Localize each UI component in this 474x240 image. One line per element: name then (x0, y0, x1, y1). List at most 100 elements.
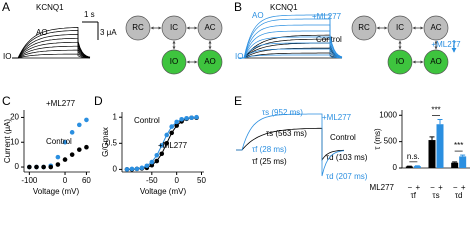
state-diagram: RC IC AC IO AO (351, 15, 457, 75)
state-label: IC (396, 23, 404, 32)
x-tick-label: τs (432, 191, 439, 199)
x-tick-label: 0 (63, 176, 68, 185)
annotation: τs (563 ms) (266, 129, 307, 138)
x-tick-label: 50 (197, 176, 206, 185)
data-point (174, 119, 179, 125)
state-node (351, 15, 377, 41)
y-tick-label: 0.5 (106, 138, 118, 147)
annotation: +ML277 (322, 113, 352, 122)
x-tick-label: τf (411, 191, 417, 199)
diagram-note: +ML277 (431, 40, 461, 49)
trace-label: +ML277 (312, 12, 342, 21)
current-trace (12, 27, 91, 59)
y-tick-label: 500 (384, 137, 398, 146)
significance-label: *** (431, 106, 440, 115)
data-point (149, 159, 155, 165)
current-trace (238, 14, 343, 59)
annotation: τs (952 ms) (262, 108, 303, 117)
data-point (41, 164, 46, 170)
data-point (174, 123, 179, 128)
panel-label: C (2, 94, 11, 108)
significance-label: *** (454, 141, 463, 150)
data-point (184, 115, 189, 121)
current-trace (236, 113, 345, 177)
annotation: τd (103 ms) (326, 153, 368, 162)
state-node (161, 49, 187, 75)
state-node (387, 15, 413, 41)
trace-label: IO (235, 52, 243, 61)
x-axis-label: Voltage (mV) (33, 187, 80, 196)
state-node (197, 15, 223, 41)
x-tick-label: -100 (21, 176, 38, 185)
state-label: IO (170, 57, 178, 66)
state-node (387, 49, 413, 75)
y-axis-label: τ (ms) (373, 128, 382, 150)
state-label: RC (132, 23, 144, 32)
state-label: AC (204, 23, 215, 32)
state-label: AC (430, 23, 441, 32)
current-trace (238, 52, 343, 59)
data-point (139, 165, 145, 171)
group-sign: + (438, 183, 443, 192)
bar (405, 166, 413, 168)
current-trace (236, 127, 345, 162)
current-trace (238, 18, 343, 59)
state-node (197, 49, 223, 75)
current-trace (238, 48, 343, 59)
x-tick-label: -50 (146, 176, 158, 185)
annotation: Control (330, 133, 356, 142)
state-label: AO (204, 57, 216, 66)
data-point (179, 117, 184, 122)
figure: A KCNQ1 AO IO 1 s 3 μA RC IC AC IO AO B KCNQ… (2, 0, 470, 199)
x-tick-label: 60 (82, 176, 91, 185)
data-point (69, 152, 75, 157)
data-point (62, 157, 68, 162)
data-point (134, 166, 140, 172)
data-point (144, 163, 150, 169)
data-point (164, 132, 170, 138)
current-trace (238, 36, 343, 59)
y-tick-label: 10 (10, 137, 19, 146)
data-point (159, 143, 165, 148)
y-axis-label: G/Gmax (101, 127, 110, 157)
state-node (423, 49, 449, 75)
data-point (154, 158, 160, 164)
group-sign: − (407, 183, 412, 192)
legend-label: +ML277 (158, 141, 188, 150)
state-node (161, 15, 187, 41)
data-point (124, 167, 130, 172)
annotation: τf (28 ms) (252, 145, 287, 154)
trace-label: Control (316, 35, 342, 44)
panel-title: KCNQ1 (270, 3, 298, 12)
y-tick-label: 1 (113, 112, 118, 121)
data-point (194, 114, 199, 120)
legend-label: Control (134, 116, 160, 125)
trace-label: AO (252, 11, 264, 20)
data-point (62, 139, 68, 145)
annotation: τd (207 ms) (326, 172, 368, 181)
bar (436, 124, 444, 168)
y-tick-label: 20 (10, 113, 19, 122)
data-point (169, 130, 174, 136)
y-tick-label: 0 (15, 162, 20, 171)
significance-label: n.s. (407, 152, 420, 161)
current-trace (238, 24, 343, 59)
data-point (84, 117, 89, 123)
bar (451, 162, 459, 168)
state-node (423, 15, 449, 41)
y-axis-label: Current (μA) (3, 119, 12, 164)
group-sign: + (461, 183, 466, 192)
data-point (55, 162, 61, 167)
group-sign: + (415, 183, 420, 192)
scale-label: 3 μA (100, 28, 117, 37)
current-trace (238, 42, 343, 59)
current-trace (12, 49, 91, 59)
state-diagram: RC IC AC IO AO (125, 15, 223, 75)
group-row-label: ML277 (370, 183, 395, 192)
state-label: AO (430, 57, 442, 66)
data-point (129, 166, 135, 172)
state-label: IO (396, 57, 404, 66)
data-point (159, 151, 165, 157)
scale-label: 1 s (84, 10, 95, 19)
current-trace (12, 53, 91, 59)
